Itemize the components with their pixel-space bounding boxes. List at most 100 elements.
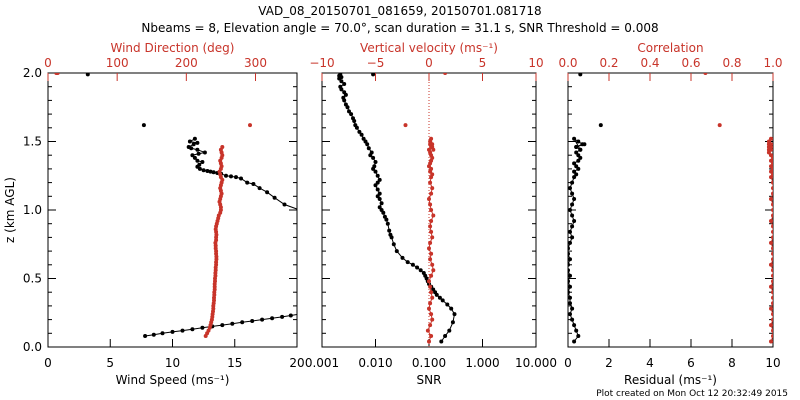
data-point [260, 317, 265, 322]
data-point [570, 180, 575, 185]
data-point [229, 174, 233, 179]
data-point [200, 325, 205, 330]
data-point [55, 73, 60, 75]
data-point [568, 257, 572, 262]
series-4 [703, 73, 722, 128]
data-point [771, 317, 773, 322]
x-bottom-tick-label: 1.000 [465, 356, 499, 370]
x-top-tick-label: 0.6 [681, 56, 700, 70]
data-point [353, 123, 358, 128]
data-point [427, 147, 431, 152]
data-point [230, 321, 235, 326]
data-point [151, 332, 156, 337]
data-point [197, 162, 202, 167]
data-point [250, 319, 255, 323]
data-point [443, 334, 448, 338]
data-point [578, 147, 583, 152]
data-point [769, 284, 773, 289]
data-point [771, 229, 773, 234]
x-bottom-axis-label: SNR [417, 373, 442, 387]
data-point [576, 334, 581, 338]
data-point [572, 169, 577, 174]
data-point [195, 147, 200, 152]
data-point [202, 150, 207, 155]
data-point [428, 180, 433, 185]
data-point [428, 142, 433, 147]
data-point [568, 262, 570, 267]
data-point [431, 268, 436, 273]
data-point [212, 287, 217, 292]
data-point [769, 339, 773, 344]
data-point [357, 129, 362, 134]
data-point [445, 302, 450, 307]
data-point [248, 123, 252, 128]
data-point [379, 201, 384, 206]
data-point [220, 145, 225, 149]
plot-frame [321, 72, 537, 348]
data-point [288, 313, 293, 318]
data-point [428, 240, 433, 245]
data-point [220, 323, 225, 328]
data-point [769, 262, 773, 267]
x-bottom-tick-label: 6 [687, 356, 695, 370]
data-point [771, 224, 773, 229]
data-point [769, 197, 773, 201]
panel-1: 0.0 0.5 1.0 1.5 2.0 z (km AGL) 0 5 10 15 20 Wind Sp… [3, 41, 318, 387]
data-point [400, 255, 405, 260]
data-point [771, 208, 773, 212]
plot-frame [47, 72, 298, 348]
data-point [373, 160, 378, 164]
data-point [568, 240, 572, 245]
data-point [405, 260, 410, 265]
data-point [160, 331, 165, 336]
data-point [338, 73, 343, 77]
series-3 [85, 73, 146, 128]
data-point [429, 290, 434, 295]
data-point [429, 191, 434, 196]
data-point [200, 160, 205, 164]
data-point [428, 284, 433, 289]
data-point [186, 145, 191, 149]
data-point [372, 164, 377, 169]
data-point [410, 262, 415, 267]
data-point [205, 169, 210, 173]
data-point [430, 317, 435, 322]
data-point [771, 257, 773, 262]
data-point [568, 290, 570, 295]
series-4 [203, 145, 225, 338]
x-top-tick-label: 300 [244, 56, 267, 70]
data-point [196, 151, 201, 156]
data-point [190, 327, 195, 332]
series-line [338, 74, 456, 342]
x-top-tick-label: 5 [479, 56, 487, 70]
data-point [771, 279, 773, 284]
data-point [314, 215, 318, 219]
x-bottom-tick-label: 10.000 [515, 356, 557, 370]
data-point [270, 316, 275, 321]
data-point [349, 112, 354, 117]
data-point [251, 182, 256, 186]
data-point [213, 273, 218, 278]
data-point [450, 320, 455, 325]
series-4 [403, 73, 448, 128]
data-point [769, 136, 773, 141]
x-top-tick-label: 100 [106, 56, 129, 70]
series-2 [371, 73, 376, 77]
series-3 [766, 136, 773, 344]
data-point [440, 298, 445, 303]
x-top-tick-label: 0 [44, 56, 52, 70]
data-point [224, 173, 228, 178]
data-point [430, 235, 435, 240]
data-point [415, 265, 420, 270]
data-point [427, 246, 431, 251]
data-point [443, 73, 448, 75]
data-point [377, 191, 382, 196]
data-point [452, 312, 457, 317]
data-point [298, 208, 302, 212]
data-point [339, 79, 344, 84]
data-point [771, 312, 773, 317]
data-point [430, 145, 435, 149]
data-point [265, 190, 270, 195]
data-point [430, 295, 435, 300]
